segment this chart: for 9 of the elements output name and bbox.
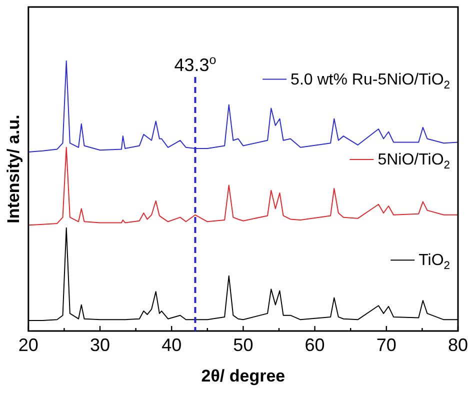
x-tick-label: 70: [376, 334, 396, 355]
x-tick-label: 80: [448, 334, 468, 355]
x-tick-label: 40: [162, 334, 182, 355]
x-axis-title: 2θ/ degree: [201, 366, 286, 386]
x-tick-label: 30: [90, 334, 110, 355]
x-tick-label: 50: [233, 334, 254, 355]
y-axis-title: Intensity/ a.u.: [4, 114, 23, 224]
x-tick-label: 60: [304, 334, 325, 355]
x-tick-label: 20: [18, 334, 38, 355]
